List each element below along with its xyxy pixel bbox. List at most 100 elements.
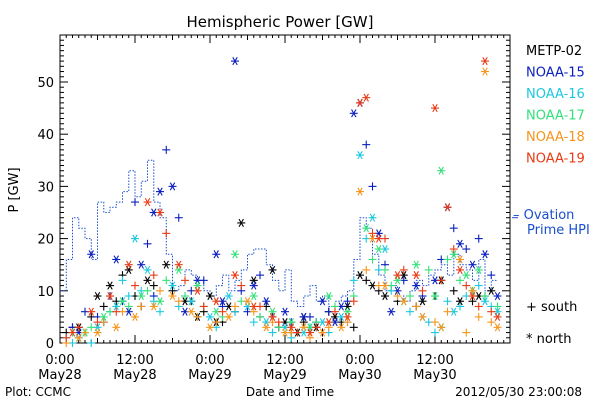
noaa-17-north-point [231,250,239,259]
noaa-19-south-point [331,307,339,316]
north-marker-d2 [144,265,151,274]
noaa-19-north-point [68,328,77,337]
noaa-19-north-point [143,197,152,207]
x-tick-label-time: 12:00 [116,353,153,368]
north-marker-d2 [113,323,119,332]
plot-credit: Plot: CCMC [5,385,71,399]
north-marker-d2 [432,291,438,301]
noaa-18-north-point [281,328,289,337]
noaa-18-north-point [481,67,489,76]
legend-north-marker: * north [526,332,572,347]
noaa-19-south-point [474,302,483,311]
north-marker-d2 [288,323,294,332]
legend-entry-metp-02: METP-02 [526,44,582,59]
legend-entry-noaa-19: NOAA-19 [526,152,585,167]
north-marker-d2 [251,291,257,301]
noaa-19-north-point [306,328,314,337]
north-marker-d2 [251,302,257,311]
north-marker-d2 [413,271,419,280]
legend: METP-02 NOAA-15 NOAA-16 NOAA-17 NOAA-18 NOAA-… [526,44,585,167]
noaa-16-north-point [224,291,233,301]
north-marker-d2 [251,281,257,290]
noaa-16-south-point [156,307,164,316]
north-marker-d2 [88,250,94,259]
noaa-17-south-point [381,265,389,274]
north-marker-d2 [188,307,194,316]
north-marker-d2 [182,297,188,306]
noaa-18-north-point [381,281,389,290]
noaa-19-north-point [493,312,502,321]
north-marker-d2 [338,323,344,332]
x-tick-label-time: 12:00 [266,353,303,368]
noaa-19-north-point [412,271,421,280]
north-marker-d2 [382,281,388,290]
noaa-15-north-point [412,281,421,290]
north-marker-d2 [469,260,476,269]
noaa-19-north-point [393,271,402,280]
north-marker-d2 [157,208,163,217]
noaa-15-north-point [281,307,289,316]
north-marker-d2 [151,208,157,217]
noaa-17-north-point [137,291,146,301]
north-marker-d2 [207,312,213,321]
noaa-18-north-point [168,291,177,301]
x-tick-label-time: 0:00 [345,353,374,368]
north-marker-d2 [169,281,176,290]
north-marker-d2 [357,98,363,107]
noaa-17-south-point [87,323,96,332]
legend-ovation-line2: Prime HPI [527,223,590,238]
noaa-17-north-point [462,271,471,280]
plot-area: 010203040500:00May2812:00May280:00May291… [37,34,518,383]
north-marker-d2 [169,291,176,301]
north-marker-d2 [219,297,226,306]
noaa-18-south-point [81,328,89,337]
y-axis-label: P [GW] [7,167,22,212]
north-marker-d2 [482,67,488,76]
x-tick-label-time: 12:00 [416,353,453,368]
noaa-19-south-point [487,307,496,316]
north-marker-d2 [401,271,407,280]
north-marker-d2 [151,302,157,311]
noaa-18-south-point [249,307,258,316]
noaa-17-north-point [449,250,458,259]
x-tick-label-time: 0:00 [45,353,74,368]
north-marker-d2 [432,276,438,285]
noaa-18-north-point [224,312,233,321]
north-marker-d2 [438,323,444,332]
north-marker-d2 [194,286,201,295]
noaa-15-north-point [168,182,177,191]
noaa-19-north-point [156,208,164,217]
noaa-18-south-point [462,328,471,337]
noaa-15-north-point [231,57,239,66]
north-marker-d2 [238,218,244,228]
north-marker-d2 [126,260,132,269]
north-marker-d2 [213,250,219,259]
noaa-15-north-point [387,307,396,316]
north-marker-d2 [207,291,213,301]
noaa-16-north-point [131,234,139,243]
north-marker-d2 [438,166,444,175]
noaa-18-south-point [443,307,452,316]
north-marker-d2 [76,333,82,342]
metp-02-south-point [99,302,108,311]
north-marker-d2 [376,234,382,243]
metp-02-north-point [487,286,496,295]
north-marker-d2 [319,328,326,337]
north-marker-d2 [326,291,332,301]
legend-entry-noaa-17: NOAA-17 [526,109,585,124]
noaa-18-north-point [206,323,214,332]
x-tick-label-date: May28 [38,368,81,383]
noaa-19-south-point [349,297,358,306]
north-marker-d2 [232,250,238,259]
north-marker-d2 [394,286,401,295]
noaa-18-north-point [187,307,196,316]
x-tick-label-date: May29 [188,368,231,383]
north-marker-d2 [338,312,344,321]
noaa-17-south-point [162,276,171,285]
noaa-18-north-point [337,323,346,332]
north-marker-d2 [332,318,338,327]
noaa-19-south-point [449,245,458,254]
noaa-18-south-point [487,318,496,327]
noaa-16-north-point [168,281,177,290]
